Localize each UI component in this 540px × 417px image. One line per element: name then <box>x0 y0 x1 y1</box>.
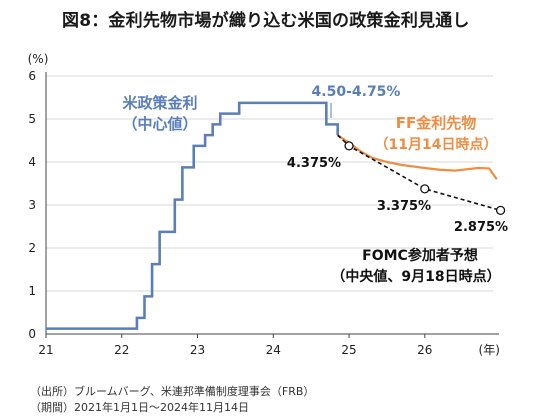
annotation-2027-value: 2.875% <box>454 220 508 235</box>
fed-series-sublabel: （中心値） <box>122 115 197 133</box>
fomc-point-marker <box>344 141 354 151</box>
series-lines <box>46 101 501 330</box>
period-note: （期間）2021年1月1日～2024年11月14日 <box>30 401 249 414</box>
y-unit-label: (%) <box>28 52 49 66</box>
x-tick-label: 22 <box>114 343 129 357</box>
ff-futures-line <box>337 134 498 180</box>
y-tick-label: 6 <box>28 69 36 83</box>
futures-series-label: FF金利先物 <box>396 114 477 132</box>
y-tick-label: 3 <box>28 198 36 212</box>
futures-series-sublabel: （11月14日時点） <box>375 136 498 153</box>
y-tick-label: 2 <box>28 241 36 255</box>
fomc-series-sublabel: （中央値、9月18日時点） <box>331 268 500 285</box>
x-tick-label: 26 <box>417 343 432 357</box>
y-tick-label: 0 <box>28 327 36 341</box>
fomc-point-marker <box>495 205 506 216</box>
annotation-2025-value: 4.375% <box>287 156 341 171</box>
annotation-current-range: 4.50-4.75% <box>312 84 401 100</box>
x-tick-label: 24 <box>266 343 281 357</box>
fomc-markers <box>344 141 506 216</box>
x-tick-label: 25 <box>341 343 356 357</box>
x-tick-label: 21 <box>38 343 53 357</box>
y-tick-label: 1 <box>28 284 36 298</box>
x-unit-label: (年) <box>479 343 500 357</box>
x-tick-label: 23 <box>190 343 205 357</box>
axes <box>45 72 499 338</box>
source-note: （出所）ブルームバーグ、米連邦準備制度理事会（FRB） <box>30 385 315 398</box>
fed-series-label: 米政策金利 <box>122 94 197 112</box>
fomc-projection-line <box>337 134 501 212</box>
gridlines <box>46 75 493 292</box>
fed-rate-line <box>46 101 339 330</box>
fomc-series-label: FOMC参加者予想 <box>362 247 478 264</box>
y-tick-label: 4 <box>28 155 36 169</box>
chart-title: 図8：金利先物市場が織り込む米国の政策金利見通し <box>62 11 470 31</box>
fomc-point-marker <box>420 184 430 194</box>
series-labels: 米政策金利 （中心値） FF金利先物 （11月14日時点） FOMC参加者予想 （中央値、… <box>122 84 508 285</box>
annotation-2026-value: 3.375% <box>377 199 431 214</box>
y-tick-label: 5 <box>28 112 36 126</box>
